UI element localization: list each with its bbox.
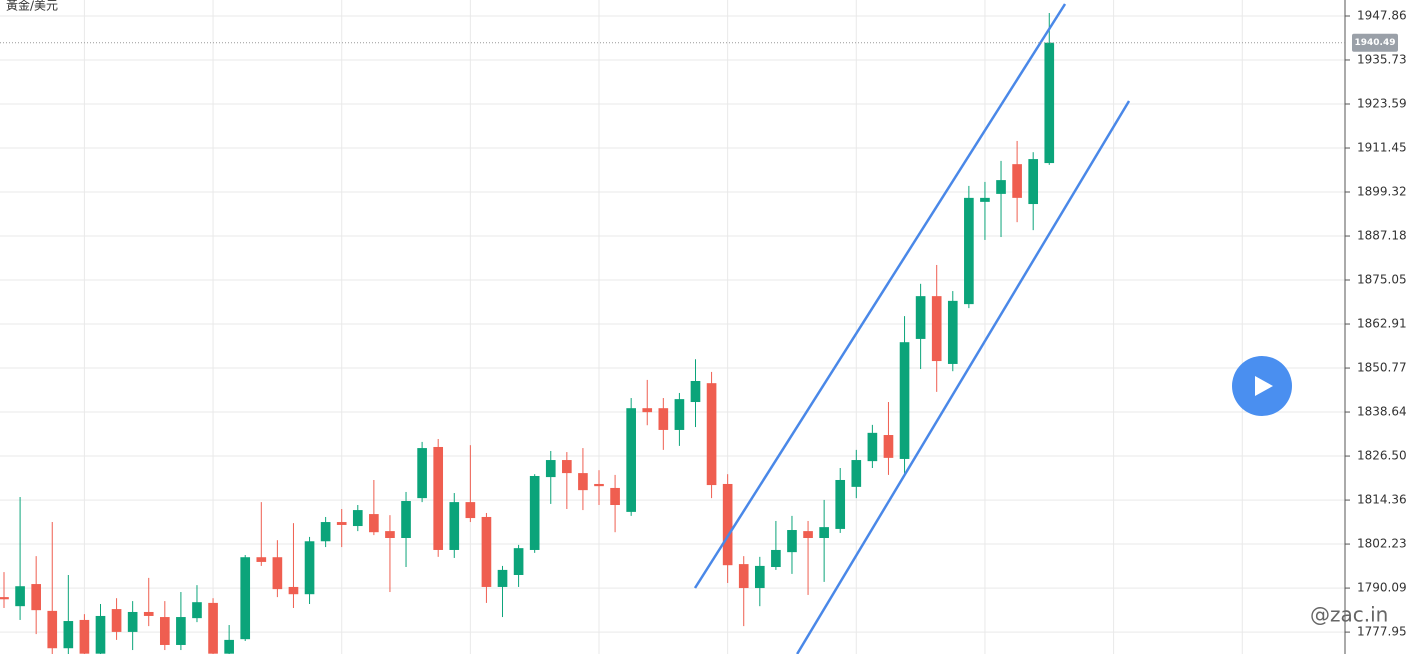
y-tick-label: 1862.91 bbox=[1357, 317, 1407, 331]
candle-body bbox=[15, 586, 25, 607]
candle-body bbox=[529, 475, 540, 550]
candle-body bbox=[835, 479, 846, 529]
candle-body bbox=[95, 615, 106, 654]
candle-body bbox=[706, 383, 717, 486]
candle-body bbox=[1044, 42, 1055, 164]
y-tick-label: 1887.18 bbox=[1357, 229, 1407, 243]
play-button[interactable] bbox=[1232, 356, 1292, 416]
candle-body bbox=[224, 639, 234, 654]
last-price-label: 1940.49 bbox=[1355, 38, 1396, 48]
candle-body bbox=[1012, 164, 1022, 198]
candle-body bbox=[851, 460, 862, 487]
candle-body bbox=[176, 617, 186, 645]
candle-body bbox=[545, 460, 556, 478]
candle-body bbox=[658, 408, 669, 430]
candle-body bbox=[819, 527, 829, 539]
candle-body bbox=[465, 502, 476, 519]
candle-body bbox=[578, 473, 588, 491]
candle-body bbox=[433, 446, 444, 550]
candle-body bbox=[883, 435, 894, 458]
candle-body bbox=[980, 197, 990, 202]
play-icon bbox=[1255, 376, 1273, 396]
candle-body bbox=[996, 180, 1006, 194]
candle-body bbox=[738, 564, 749, 589]
candle-body bbox=[594, 483, 604, 487]
y-tick-label: 1790.09 bbox=[1357, 581, 1407, 595]
last-price-box bbox=[1352, 33, 1398, 52]
candle-body bbox=[481, 516, 492, 587]
candle-body bbox=[947, 300, 958, 364]
candle-body bbox=[385, 531, 395, 539]
candle-body bbox=[674, 399, 685, 430]
y-tick-label: 1850.77 bbox=[1357, 361, 1407, 375]
candle-body bbox=[143, 611, 154, 616]
y-tick-label: 1911.45 bbox=[1357, 141, 1407, 155]
candle-body bbox=[787, 530, 797, 553]
y-tick-label: 1826.50 bbox=[1357, 449, 1407, 463]
y-tick-label: 1935.73 bbox=[1357, 52, 1407, 66]
y-tick-label: 1947.86 bbox=[1357, 8, 1407, 22]
candle-body bbox=[497, 569, 508, 587]
y-tick-label: 1899.32 bbox=[1357, 185, 1407, 199]
candle-body bbox=[192, 602, 202, 619]
candle-body bbox=[63, 621, 74, 649]
candle-body bbox=[31, 584, 41, 611]
watermark: @zac.in bbox=[1310, 603, 1388, 627]
y-tick-label: 1875.05 bbox=[1357, 273, 1407, 287]
candle-body bbox=[754, 565, 765, 589]
candle-body bbox=[867, 432, 878, 462]
candle-body bbox=[417, 448, 427, 499]
candle-body bbox=[562, 460, 572, 474]
candle-body bbox=[626, 408, 636, 512]
candle-body bbox=[272, 557, 283, 590]
candle-body bbox=[159, 617, 170, 645]
y-tick-label: 1838.64 bbox=[1357, 405, 1407, 419]
candle-body bbox=[47, 610, 58, 649]
candle-body bbox=[288, 586, 299, 595]
y-tick-label: 1802.23 bbox=[1357, 537, 1407, 551]
candle-body bbox=[127, 611, 138, 632]
candle-body bbox=[964, 197, 974, 305]
candle-body bbox=[931, 296, 942, 362]
candle-body bbox=[256, 557, 267, 562]
trend-line bbox=[796, 100, 1131, 654]
candle-body bbox=[513, 548, 524, 575]
trend-line bbox=[693, 3, 1067, 589]
candle-body bbox=[0, 597, 9, 600]
candle-body bbox=[304, 541, 315, 595]
candle-body bbox=[369, 514, 379, 533]
candle-body bbox=[771, 549, 781, 568]
y-tick-label: 1923.59 bbox=[1357, 96, 1407, 110]
candle-body bbox=[401, 501, 411, 539]
candle-body bbox=[111, 609, 122, 632]
candle-body bbox=[336, 522, 347, 525]
y-tick-label: 1777.95 bbox=[1357, 625, 1407, 639]
y-tick-label: 1814.36 bbox=[1357, 493, 1407, 507]
candle-body bbox=[208, 602, 218, 654]
candle-body bbox=[79, 619, 90, 654]
chart-title: 黃金/美元 bbox=[6, 0, 58, 13]
candle-body bbox=[899, 342, 910, 459]
candle-body bbox=[449, 502, 460, 550]
candle-body bbox=[1028, 159, 1039, 205]
candle-body bbox=[690, 380, 701, 403]
candle-body bbox=[722, 483, 733, 566]
candle-body bbox=[240, 557, 251, 640]
candle-body bbox=[803, 531, 813, 539]
candle-body bbox=[610, 487, 620, 506]
candle-body bbox=[915, 296, 926, 339]
candle-body bbox=[320, 522, 331, 542]
candle-body bbox=[642, 408, 653, 413]
candle-body bbox=[352, 510, 363, 527]
